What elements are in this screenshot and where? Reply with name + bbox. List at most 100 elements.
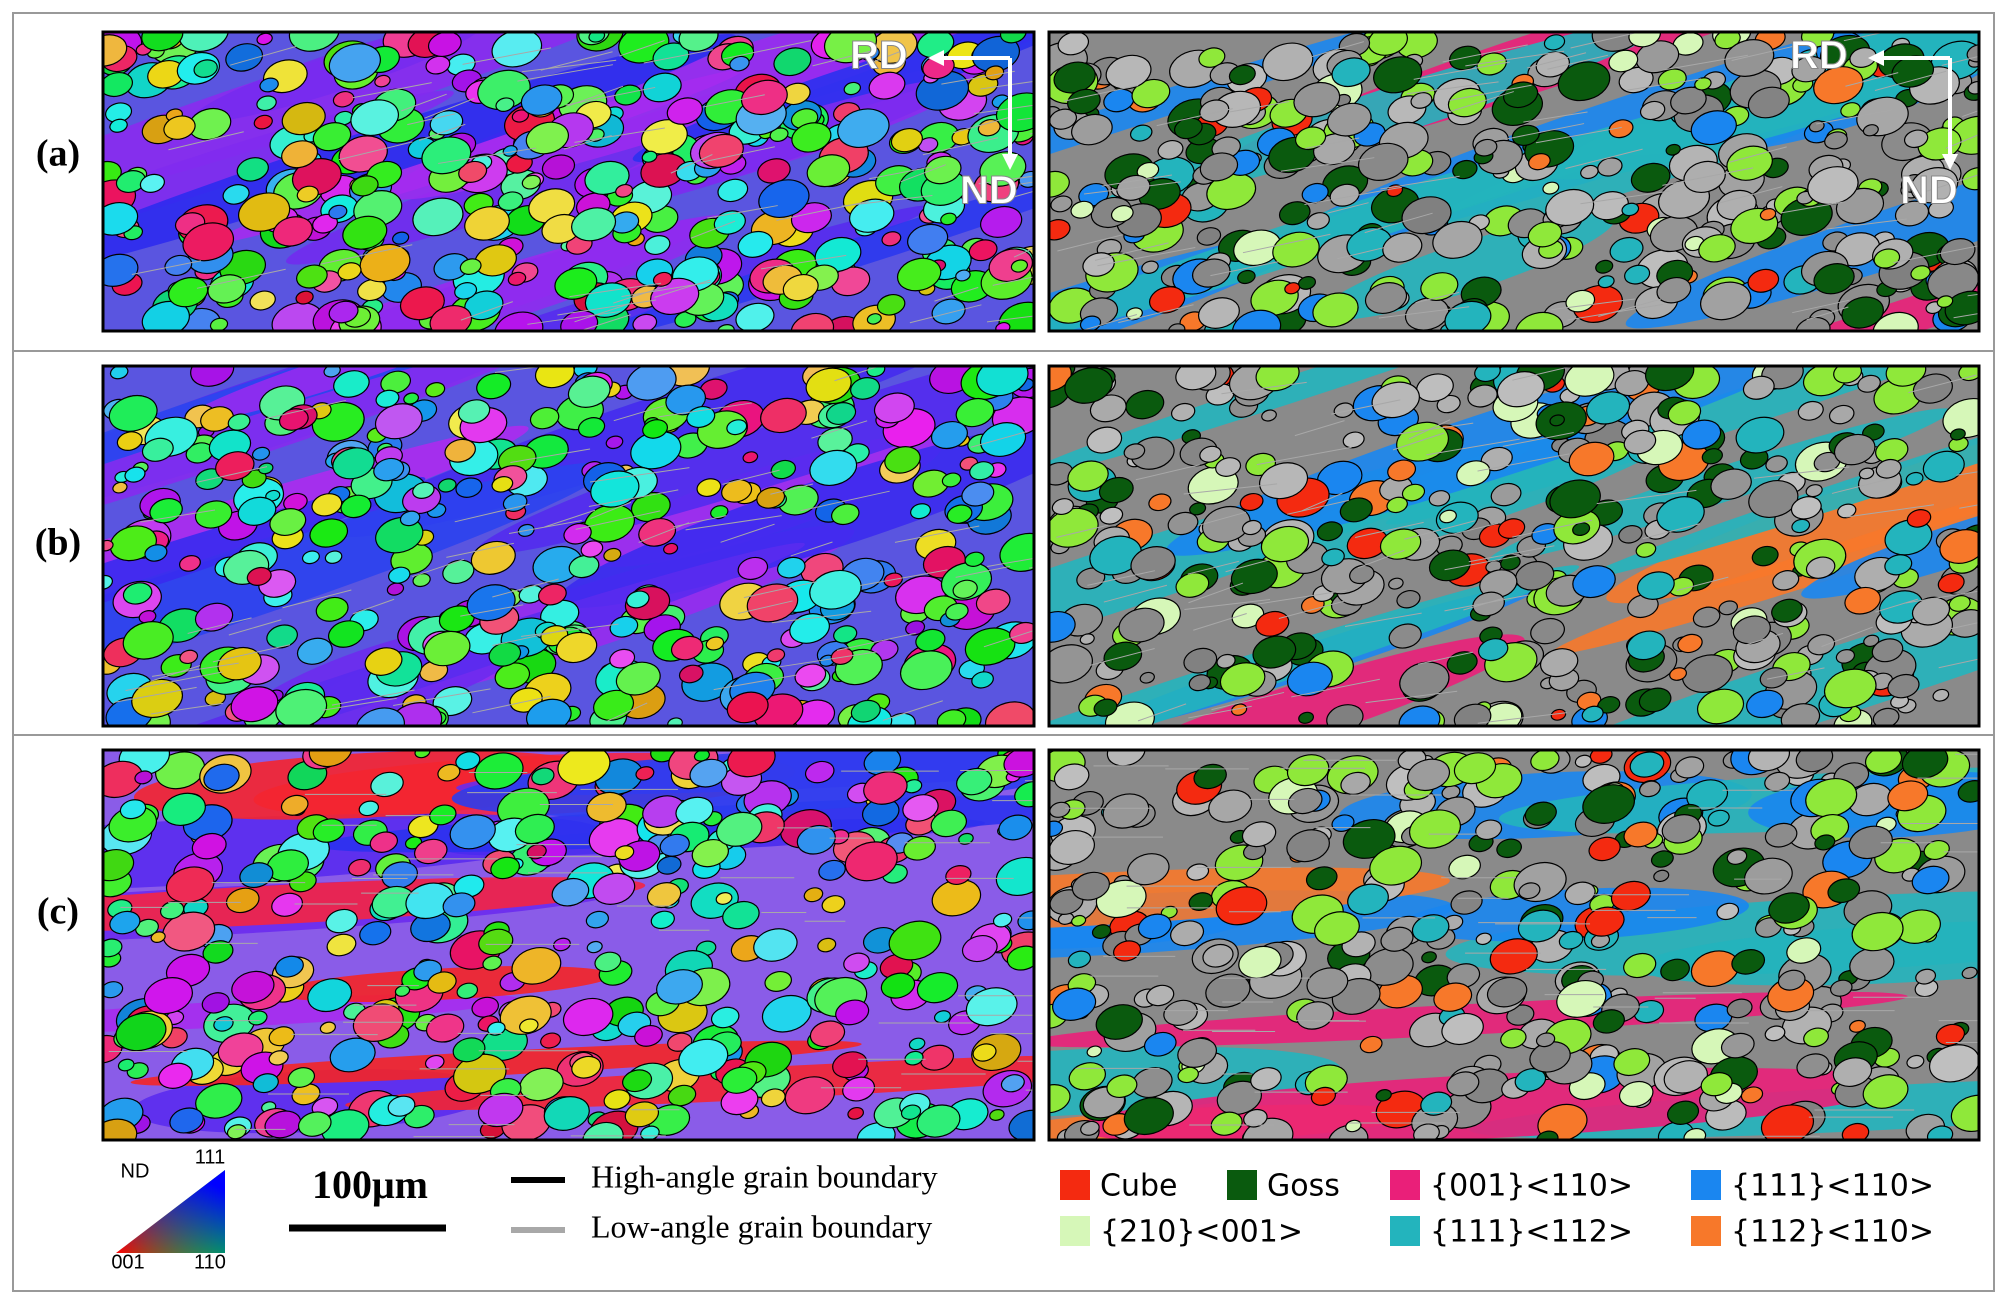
grain — [1104, 701, 1155, 726]
grain — [1375, 1089, 1392, 1102]
low-angle-boundary — [841, 195, 933, 207]
grain — [884, 446, 921, 474]
grain — [1670, 86, 1707, 115]
grain — [1835, 649, 1856, 664]
low-angle-boundary — [973, 104, 1034, 115]
grain — [364, 647, 403, 676]
grain — [1627, 594, 1659, 619]
grain — [1105, 54, 1152, 90]
grain — [933, 1010, 952, 1024]
grain — [374, 74, 391, 88]
low-angle-boundary — [619, 40, 665, 57]
grain — [663, 542, 679, 555]
grain — [158, 1062, 193, 1089]
grain — [1718, 600, 1738, 616]
low-angle-boundary — [987, 557, 1034, 567]
grain — [876, 294, 906, 316]
grain — [251, 446, 271, 461]
grain — [1321, 548, 1345, 567]
grain — [1357, 142, 1409, 181]
grain — [1071, 113, 1113, 146]
grain — [253, 114, 273, 130]
grain — [103, 849, 135, 882]
grain — [705, 636, 725, 651]
grain — [1851, 911, 1904, 952]
grain — [776, 556, 806, 579]
low-angle-boundary — [1893, 245, 1979, 264]
grain — [856, 1122, 896, 1140]
grain — [1823, 668, 1877, 709]
grain — [1915, 968, 1937, 985]
grain — [1858, 467, 1875, 480]
low-angle-boundary — [1570, 32, 1642, 49]
grain — [1312, 292, 1359, 328]
grain — [1840, 102, 1861, 118]
row-label: (b) — [35, 522, 81, 564]
grain — [746, 583, 799, 623]
grain — [323, 366, 341, 378]
grain — [1714, 32, 1741, 50]
grain — [511, 109, 530, 123]
grain — [457, 399, 491, 424]
grain — [1349, 564, 1375, 585]
grain — [200, 406, 234, 432]
grain — [609, 615, 639, 638]
grain — [1665, 143, 1681, 156]
grain — [109, 118, 128, 133]
grain — [348, 858, 372, 877]
low-angle-boundary — [953, 117, 1009, 134]
grain — [1910, 265, 1931, 281]
low-angle-boundary — [1197, 511, 1247, 527]
grain — [1411, 914, 1450, 943]
grain — [784, 1076, 836, 1115]
grain — [1202, 943, 1234, 968]
low-angle-boundary — [1413, 61, 1510, 80]
grain — [557, 750, 611, 786]
grain — [103, 1118, 138, 1140]
grain — [1067, 950, 1092, 969]
grain — [1123, 443, 1146, 460]
texture-band — [103, 476, 426, 683]
grain — [1629, 751, 1665, 778]
grain — [474, 752, 524, 790]
grain — [773, 47, 812, 77]
grain — [1369, 845, 1423, 886]
grain — [641, 150, 658, 163]
low-angle-boundary — [934, 286, 979, 302]
grain — [1143, 1031, 1177, 1057]
grain — [423, 630, 471, 667]
low-angle-boundary — [1444, 553, 1530, 571]
grain — [1833, 433, 1876, 466]
grain — [1261, 409, 1277, 422]
grain — [1911, 596, 1951, 626]
grain — [632, 313, 658, 331]
grain — [1095, 1004, 1143, 1040]
grain — [193, 59, 218, 78]
low-angle-boundary — [140, 509, 216, 523]
grain — [726, 419, 748, 436]
grain — [1439, 509, 1457, 524]
grain — [1681, 419, 1722, 450]
low-angle-boundary — [150, 702, 224, 715]
grain — [1093, 698, 1118, 717]
grain — [413, 838, 448, 865]
grain — [514, 813, 555, 845]
grain — [721, 479, 753, 503]
low-angle-boundary — [722, 39, 812, 60]
grain — [399, 510, 421, 527]
ipf-corner: 111 — [195, 1146, 225, 1168]
low-angle-boundary — [707, 205, 778, 219]
grain — [1827, 878, 1861, 904]
grain — [1407, 758, 1451, 792]
grain — [961, 481, 995, 507]
grain — [325, 908, 358, 934]
grain — [202, 940, 234, 964]
grain — [1906, 509, 1932, 528]
grain — [1089, 535, 1142, 576]
grain — [388, 566, 411, 584]
low-angle-boundary — [1063, 84, 1139, 102]
grain — [1790, 496, 1822, 520]
grain — [1198, 47, 1226, 68]
low-angle-boundary — [540, 51, 613, 71]
grain — [896, 257, 942, 292]
